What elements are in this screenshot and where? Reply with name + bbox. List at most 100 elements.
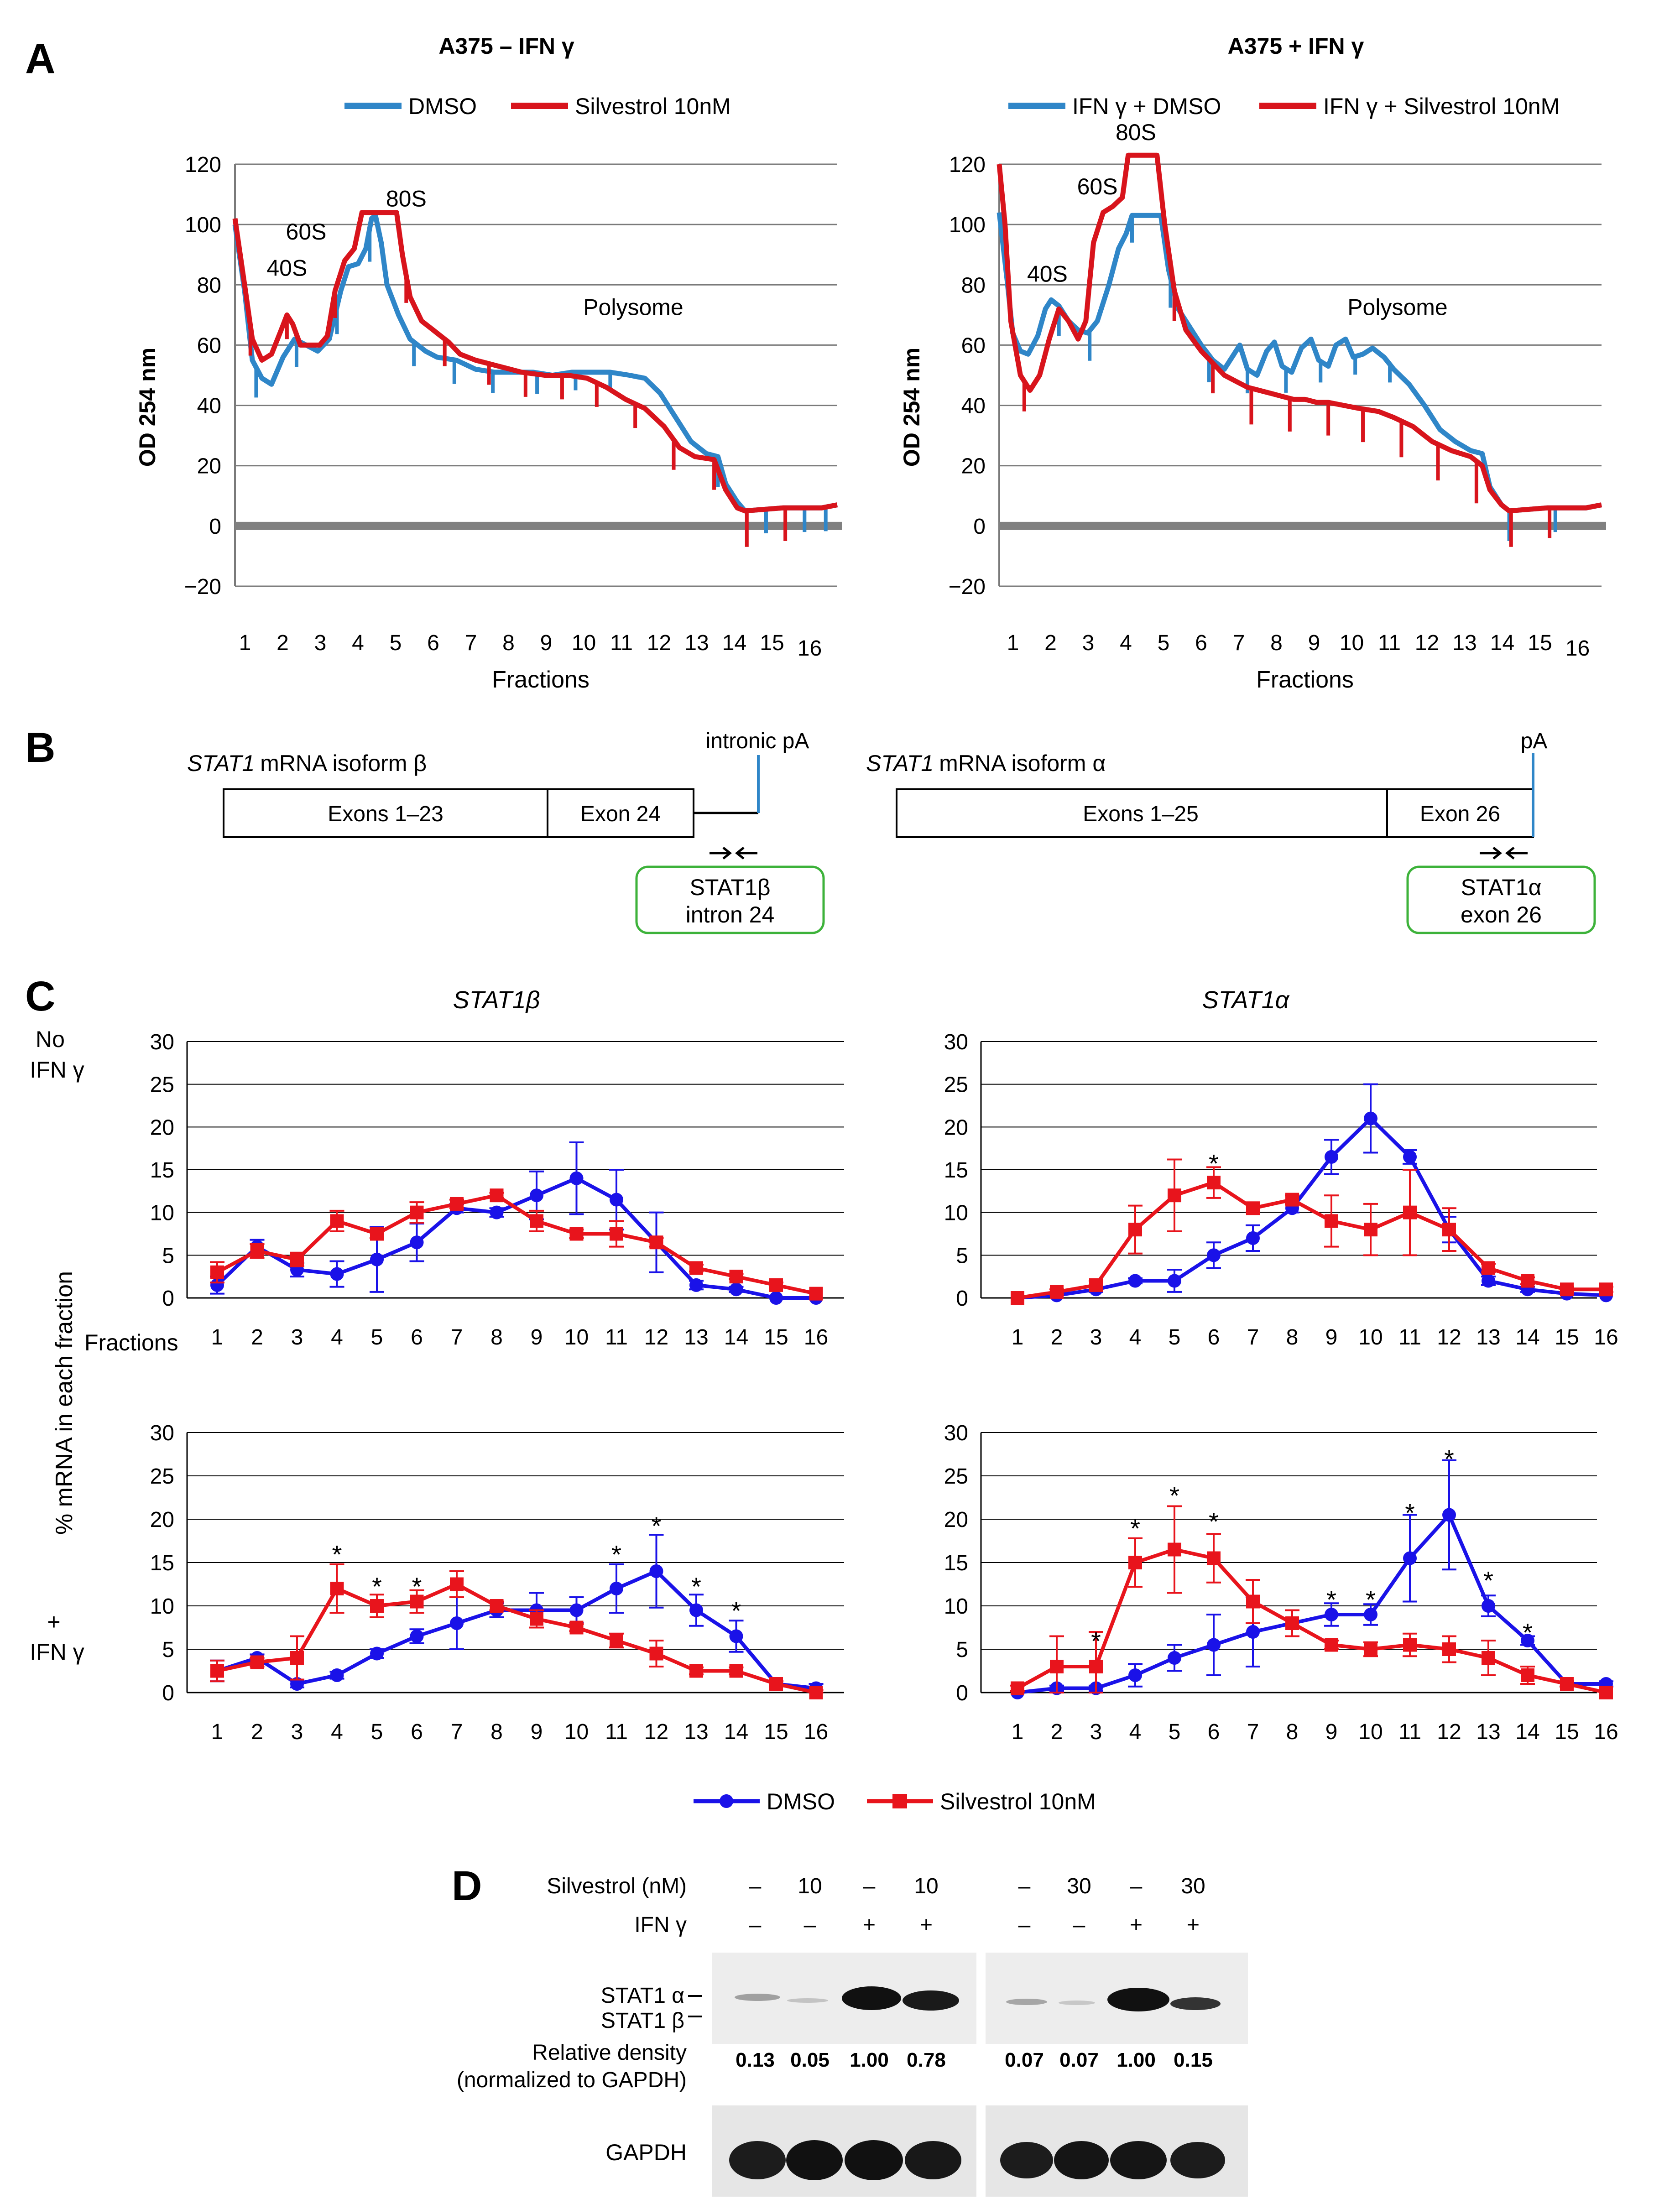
dmso-point (1442, 1508, 1456, 1522)
y-tick-label: 0 (209, 515, 221, 539)
dmso-point (610, 1193, 623, 1207)
significance-star: * (412, 1572, 422, 1601)
x-tick-label: 2 (251, 1720, 263, 1744)
x-tick-label: 5 (1158, 631, 1170, 655)
lane-labels: – – 10 – – +10 + – – 30 – – +30 + (749, 1874, 1205, 1937)
y-tick-label: 10 (150, 1594, 174, 1619)
dmso-point (1403, 1551, 1417, 1565)
silvestrol-point (1442, 1642, 1456, 1656)
silvestrol-point (370, 1227, 384, 1241)
significance-star: * (1209, 1149, 1219, 1178)
dmso-line (216, 1569, 816, 1690)
relative-density-value: 0.78 (907, 2049, 946, 2071)
dmso-point (1207, 1638, 1221, 1652)
silvestrol-point (530, 1612, 543, 1626)
dmso-point (1325, 1608, 1338, 1621)
peak-annotation: 40S (266, 255, 307, 281)
x-tick-label: 6 (1195, 631, 1207, 655)
y-tick-label: 25 (150, 1073, 174, 1097)
alpha-amplicon-box (1406, 865, 1596, 934)
x-tick-label: 2 (1044, 631, 1057, 655)
dmso-point (729, 1282, 743, 1297)
beta-exons-1-23-box (223, 788, 548, 838)
x-tick-label: 9 (1325, 1325, 1338, 1349)
dmso-point (370, 1646, 384, 1661)
x-tick-label: 12 (1437, 1325, 1461, 1349)
beta-isoform-title: STAT1 mRNA isoform β (187, 750, 427, 776)
ifn-status-value: + (1130, 1913, 1143, 1937)
band-gapdh-lane2 (786, 2140, 843, 2180)
silvestrol-point (1521, 1274, 1534, 1288)
ifn-status-value: – (1018, 1913, 1031, 1937)
x-axis-title: Fractions (492, 667, 590, 693)
beta-amplicon-name: STAT1β (690, 875, 771, 900)
silvestrol-point (1089, 1278, 1103, 1292)
x-tick-label: 2 (277, 631, 289, 655)
silvestrol-point (1246, 1594, 1260, 1609)
y-tick-label: 20 (961, 454, 986, 479)
silvestrol-point (290, 1651, 304, 1665)
legend-marker-c-silvestrol (892, 1794, 907, 1808)
dmso-point (410, 1235, 424, 1250)
x-tick-label: 14 (722, 631, 746, 655)
x-tick-label: 12 (644, 1720, 668, 1744)
x-tick-label: 4 (1120, 631, 1132, 655)
profile-trace (232, 210, 838, 514)
silvestrol-point (809, 1686, 823, 1699)
silvestrol-dose-value: – (863, 1874, 876, 1898)
band-stat1-lane1 (735, 1994, 780, 2001)
y-tick-label: 120 (185, 153, 221, 177)
band-stat1-lane3 (842, 1986, 901, 2010)
chart-title: A375 – IFN γ (438, 33, 574, 59)
x-axis-title: Fractions (1256, 667, 1354, 693)
band-stat1-lane6 (1059, 2001, 1095, 2005)
legend-label-c-dmso: DMSO (767, 1789, 835, 1814)
row-label-ifn-1: IFN γ (30, 1057, 84, 1083)
x-tick-label: 6 (427, 631, 439, 655)
x-tick-label: 1 (239, 631, 251, 655)
gapdh-label: GAPDH (605, 2140, 687, 2165)
band-gapdh-lane6 (1054, 2141, 1109, 2179)
silvestrol-point (250, 1655, 264, 1669)
silvestrol-point (210, 1265, 224, 1279)
x-tick-label: 7 (451, 1325, 463, 1349)
silvestrol-point (410, 1205, 424, 1219)
y-tick-label: 0 (162, 1287, 174, 1311)
alpha-exon-26-box (1386, 788, 1534, 838)
dmso-point (1364, 1608, 1377, 1621)
alpha-isoform-label: mRNA isoform α (939, 750, 1106, 776)
y-tick-label: 60 (197, 333, 221, 358)
y-axis-title-percent-mrna: % mRNA in each fraction (51, 1271, 78, 1535)
alpha-exons-main-label: Exons 1–25 (1083, 802, 1199, 826)
silvestrol-point (1442, 1223, 1456, 1237)
band-label-stat1-alpha: STAT1 α (601, 1984, 684, 2008)
peak-annotation: Polysome (1347, 294, 1448, 320)
x-tick-label: 8 (1270, 631, 1283, 655)
silvestrol-point (610, 1634, 623, 1647)
dmso-point (689, 1278, 703, 1292)
silvestrol-point (530, 1214, 543, 1228)
silvestrol-dose-value: 30 (1181, 1874, 1205, 1898)
x-tick-label: 9 (1325, 1720, 1338, 1744)
dmso-point (370, 1252, 384, 1266)
silvestrol-dose-value: – (1018, 1874, 1031, 1898)
relative-density-value: 1.00 (1117, 2049, 1156, 2071)
y-tick-label: 0 (956, 1287, 968, 1311)
y-tick-label: 15 (944, 1158, 968, 1183)
relative-density-value: 1.00 (850, 2049, 889, 2071)
y-tick-label: 30 (944, 1421, 968, 1445)
silvestrol-point (1521, 1668, 1534, 1682)
silvestrol-point (809, 1287, 823, 1301)
density-label-2: (normalized to GAPDH) (457, 2068, 687, 2092)
dmso-point (330, 1267, 344, 1281)
x-tick-label: 5 (1169, 1325, 1181, 1349)
x-tick-label: 10 (1358, 1720, 1383, 1744)
x-tick-label: 2 (251, 1325, 263, 1349)
ifn-row-label: IFN γ (634, 1913, 687, 1937)
y-tick-label: 80 (197, 273, 221, 297)
x-tick-label: 11 (605, 1720, 628, 1744)
silvestrol-line (216, 1193, 817, 1296)
dmso-point (569, 1603, 584, 1617)
significance-star: * (731, 1596, 741, 1625)
